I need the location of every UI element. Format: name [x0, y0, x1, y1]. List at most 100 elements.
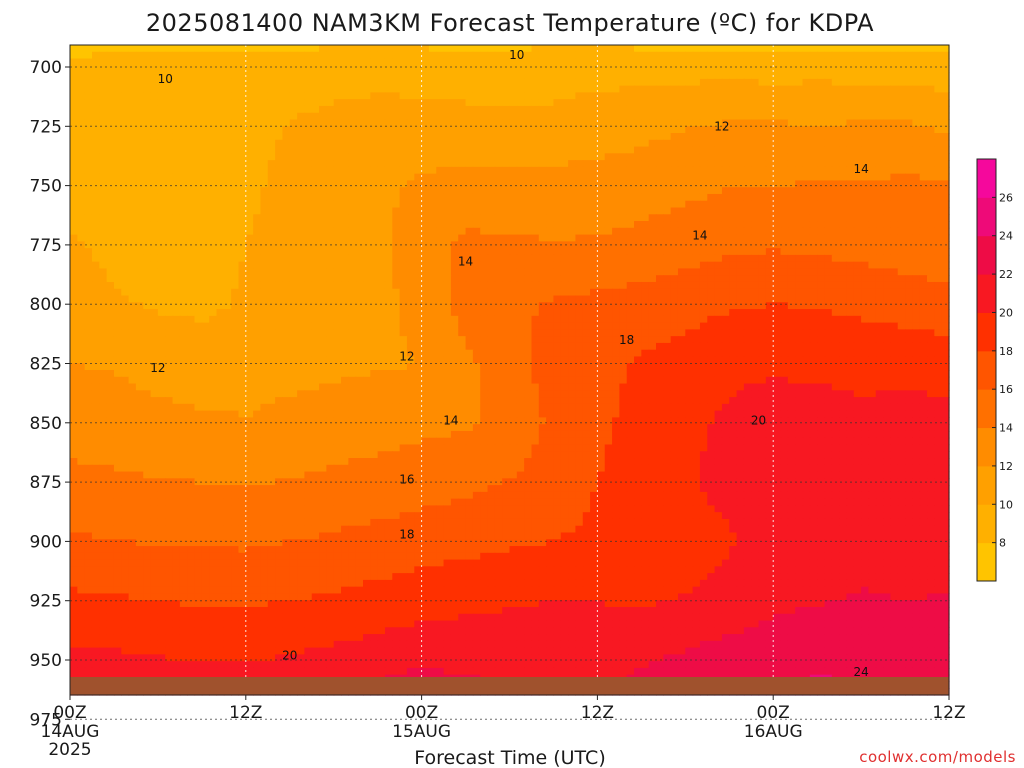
- heatmap-cell: [348, 268, 357, 276]
- heatmap-cell: [355, 153, 364, 161]
- heatmap-cell: [641, 105, 650, 114]
- heatmap-cell: [912, 248, 921, 256]
- heatmap-cell: [729, 261, 738, 270]
- heatmap-cell: [428, 146, 437, 154]
- heatmap-cell: [809, 85, 818, 93]
- heatmap-cell: [179, 288, 188, 297]
- heatmap-cell: [494, 295, 503, 303]
- heatmap-cell: [194, 45, 203, 53]
- heatmap-cell: [839, 180, 848, 188]
- heatmap-cell: [868, 241, 877, 249]
- heatmap-cell: [509, 295, 518, 303]
- heatmap-cell: [355, 315, 364, 324]
- heatmap-cell: [384, 309, 393, 317]
- heatmap-cell: [384, 112, 393, 121]
- heatmap-cell: [560, 309, 569, 317]
- heatmap-cell: [795, 78, 804, 87]
- heatmap-cell: [846, 99, 855, 107]
- heatmap-cell: [721, 139, 730, 148]
- heatmap-cell: [729, 99, 738, 107]
- heatmap-cell: [824, 92, 833, 100]
- heatmap-cell: [487, 72, 496, 80]
- heatmap-cell: [480, 275, 489, 283]
- heatmap-cell: [135, 221, 144, 229]
- heatmap-cell: [326, 193, 335, 202]
- heatmap-cell: [656, 119, 664, 127]
- heatmap-cell: [912, 146, 921, 154]
- heatmap-cell: [179, 302, 188, 310]
- heatmap-cell: [890, 153, 899, 161]
- heatmap-cell: [421, 268, 430, 276]
- heatmap-cell: [472, 275, 481, 283]
- heatmap-cell: [795, 126, 804, 134]
- heatmap-cell: [604, 72, 613, 80]
- heatmap-cell: [736, 65, 745, 73]
- heatmap-cell: [663, 248, 672, 256]
- heatmap-cell: [919, 126, 928, 134]
- heatmap-cell: [370, 234, 379, 242]
- heatmap-cell: [333, 126, 342, 134]
- heatmap-cell: [179, 146, 188, 154]
- heatmap-cell: [765, 221, 774, 229]
- heatmap-cell: [626, 85, 635, 93]
- heatmap-cell: [919, 275, 928, 283]
- heatmap-cell: [809, 133, 818, 141]
- heatmap-cell: [846, 173, 855, 182]
- heatmap-cell: [231, 78, 240, 87]
- heatmap-cell: [428, 173, 437, 182]
- heatmap-cell: [765, 126, 774, 134]
- heatmap-cell: [487, 248, 496, 256]
- heatmap-cell: [575, 72, 584, 80]
- heatmap-cell: [355, 92, 364, 100]
- heatmap-cell: [934, 139, 943, 148]
- heatmap-cell: [787, 221, 796, 229]
- heatmap-cell: [157, 281, 166, 290]
- heatmap-cell: [179, 126, 188, 134]
- heatmap-cell: [751, 295, 760, 303]
- heatmap-cell: [99, 207, 108, 215]
- heatmap-cell: [890, 241, 899, 249]
- heatmap-cell: [84, 281, 93, 290]
- heatmap-cell: [641, 248, 650, 256]
- heatmap-cell: [275, 99, 284, 107]
- heatmap-cell: [765, 261, 774, 270]
- heatmap-cell: [348, 207, 357, 215]
- heatmap-cell: [626, 309, 635, 317]
- heatmap-cell: [194, 58, 203, 66]
- heatmap-cell: [568, 207, 577, 215]
- heatmap-cell: [546, 227, 555, 236]
- heatmap-cell: [934, 302, 943, 310]
- heatmap-cell: [282, 99, 291, 107]
- heatmap-cell: [201, 234, 210, 242]
- heatmap-cell: [699, 92, 708, 100]
- heatmap-cell: [663, 65, 672, 73]
- heatmap-cell: [809, 207, 818, 215]
- heatmap-cell: [223, 261, 232, 270]
- heatmap-cell: [516, 65, 525, 73]
- heatmap-cell: [121, 126, 130, 134]
- heatmap-cell: [443, 214, 452, 222]
- heatmap-cell: [699, 295, 708, 303]
- heatmap-cell: [516, 133, 525, 141]
- heatmap-cell: [941, 200, 950, 209]
- heatmap-cell: [84, 45, 93, 53]
- heatmap-cell: [905, 92, 913, 100]
- heatmap-cell: [458, 180, 467, 188]
- heatmap-cell: [179, 85, 188, 93]
- heatmap-cell: [699, 193, 708, 202]
- heatmap-cell: [363, 227, 371, 236]
- heatmap-cell: [311, 288, 320, 297]
- heatmap-cell: [619, 234, 628, 242]
- heatmap-cell: [758, 275, 767, 283]
- heatmap-cell: [304, 221, 313, 229]
- heatmap-cell: [216, 160, 225, 168]
- heatmap-cell: [714, 65, 723, 73]
- heatmap-cell: [406, 65, 415, 73]
- heatmap-cell: [839, 99, 848, 107]
- heatmap-cell: [231, 248, 240, 256]
- heatmap-cell: [128, 119, 137, 127]
- heatmap-cell: [150, 85, 159, 93]
- heatmap-cell: [553, 58, 562, 66]
- heatmap-cell: [84, 139, 93, 148]
- heatmap-cell: [677, 92, 686, 100]
